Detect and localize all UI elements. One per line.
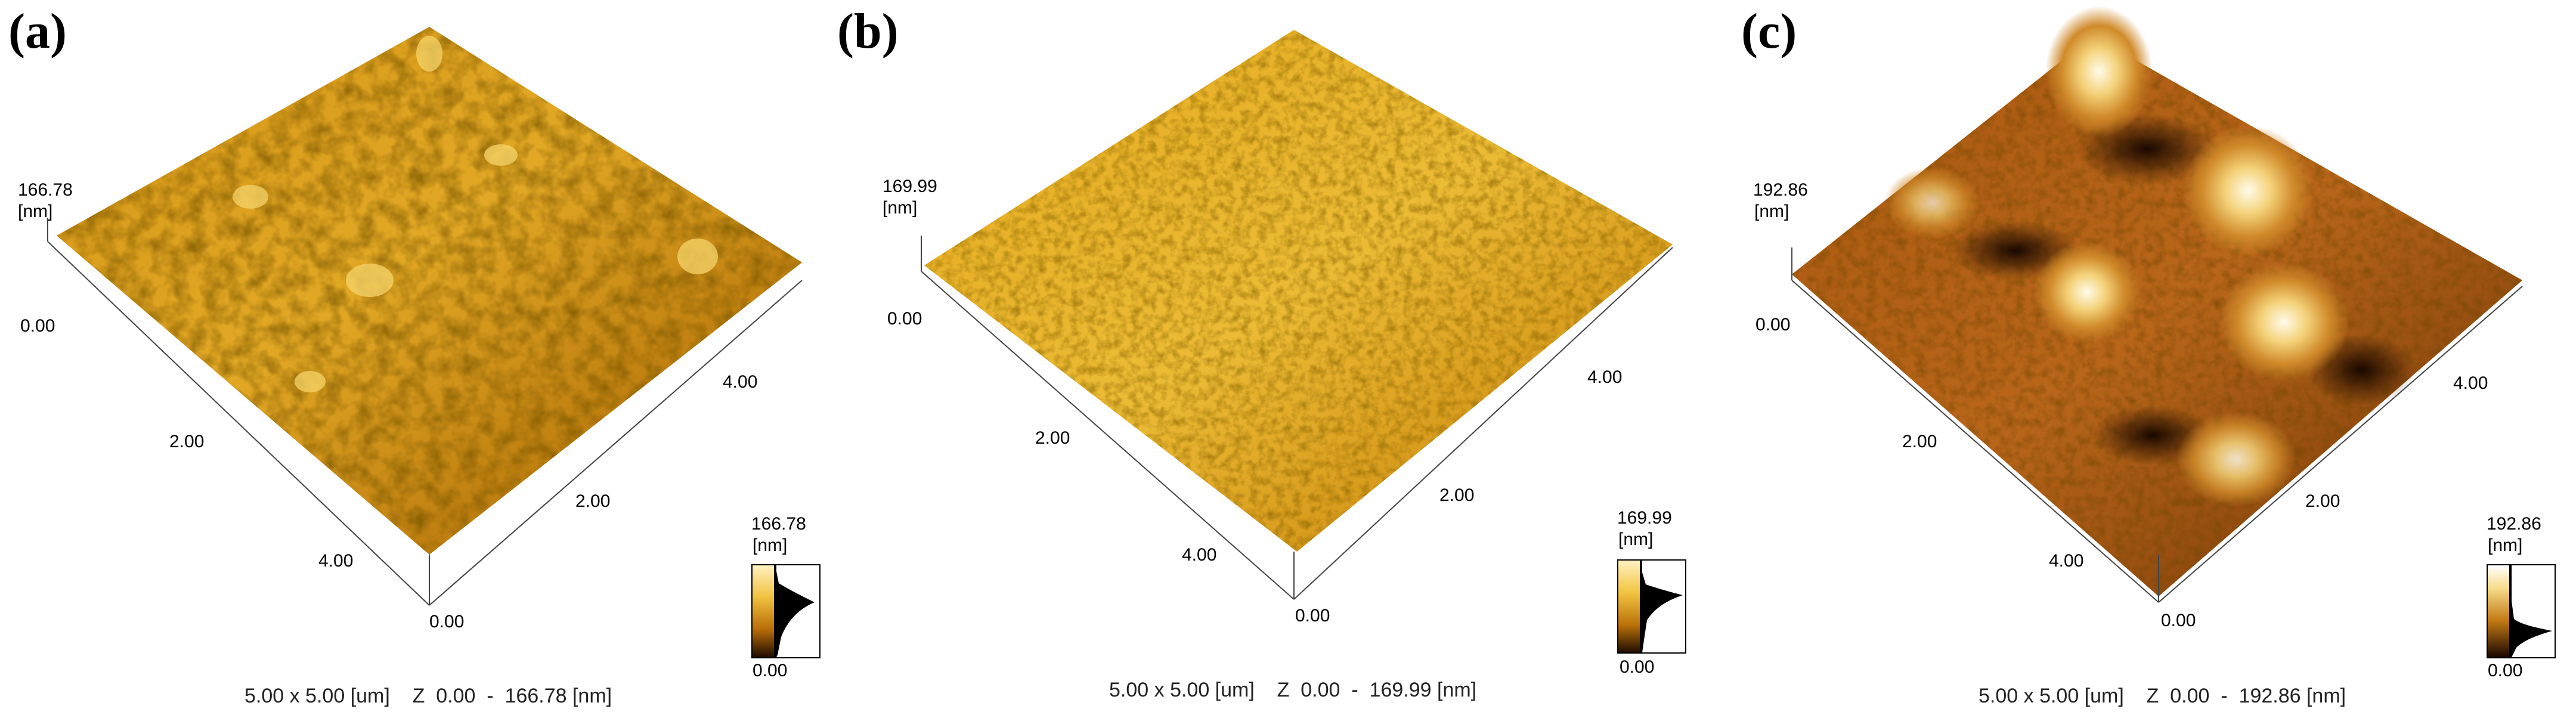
surface-peaks bbox=[1884, 6, 2349, 507]
afm-3d-surface-a bbox=[47, 27, 803, 606]
grain-peak bbox=[2218, 262, 2349, 382]
histogram-curve bbox=[1642, 572, 1683, 652]
scan-caption: 5.00 x 5.00 [um] Z 0.00 - 192.86 [nm] bbox=[1979, 685, 2346, 707]
afm-panel-c: (c) bbox=[1717, 0, 2576, 718]
afm-panel-b: (b) 169.99 [nm] 0.00 2.00 4.00 0.00 2.00… bbox=[837, 0, 1717, 718]
y-tick-2: 2.00 bbox=[1439, 485, 1475, 505]
scan-caption: 5.00 x 5.00 [um] Z 0.00 - 169.99 [nm] bbox=[1109, 679, 1477, 701]
y-tick-4: 4.00 bbox=[1587, 367, 1623, 387]
z-max-label: 192.86 bbox=[1753, 180, 1808, 200]
scale-unit-label: [nm] bbox=[753, 536, 788, 555]
surface-highlights bbox=[233, 36, 718, 392]
scale-min-label: 0.00 bbox=[2488, 661, 2523, 680]
axes-b bbox=[921, 236, 1673, 600]
z-unit-label: [nm] bbox=[1754, 202, 1789, 221]
z-zero-label: 0.00 bbox=[887, 309, 922, 329]
color-scale-bar bbox=[751, 564, 775, 658]
surface-texture bbox=[57, 27, 802, 555]
height-histogram bbox=[775, 564, 821, 658]
y-tick-2: 2.00 bbox=[2305, 491, 2340, 511]
y-tick-0: 0.00 bbox=[2161, 611, 2196, 630]
z-max-label: 169.99 bbox=[883, 177, 937, 196]
panel-label-c: (c) bbox=[1741, 4, 1797, 59]
scale-max-label: 192.86 bbox=[2487, 514, 2541, 534]
axes-a bbox=[47, 218, 803, 606]
y-tick-4: 4.00 bbox=[2453, 373, 2488, 393]
scale-unit-label: [nm] bbox=[1618, 530, 1654, 549]
scale-max-label: 166.78 bbox=[751, 514, 806, 534]
scale-max-label: 169.99 bbox=[1617, 508, 1672, 528]
z-max-label: 166.78 bbox=[18, 180, 73, 200]
afm-panel-a: (a) 166.78 [nm] 0.00 2.00 bbox=[0, 0, 859, 718]
grain-peak bbox=[2176, 411, 2296, 507]
scale-unit-label: [nm] bbox=[2488, 536, 2523, 555]
grain-peak bbox=[2033, 242, 2141, 343]
scale-min-label: 0.00 bbox=[1620, 657, 1655, 677]
color-scale-bar bbox=[1617, 559, 1641, 654]
scale-min-label: 0.00 bbox=[753, 661, 788, 680]
panel-label-a: (a) bbox=[8, 4, 67, 59]
grain-peak bbox=[2045, 6, 2153, 137]
histogram-curve bbox=[2512, 601, 2552, 657]
z-zero-label: 0.00 bbox=[1755, 315, 1791, 335]
color-scale-bar bbox=[2487, 564, 2510, 658]
grain-peak bbox=[1884, 167, 1980, 239]
surface-texture bbox=[1792, 36, 2522, 596]
scan-caption: 5.00 x 5.00 [um] Z 0.00 - 166.78 [nm] bbox=[244, 685, 612, 707]
x-tick-4: 4.00 bbox=[318, 551, 354, 571]
y-tick-0: 0.00 bbox=[429, 612, 465, 632]
z-zero-label: 0.00 bbox=[20, 316, 55, 336]
histogram-curve bbox=[776, 571, 815, 657]
x-tick-2: 2.00 bbox=[1035, 428, 1070, 448]
height-histogram bbox=[1641, 559, 1686, 654]
surface-texture bbox=[924, 30, 1673, 552]
axes-c bbox=[1791, 247, 2523, 603]
afm-3d-surface-b bbox=[921, 30, 1673, 600]
height-histogram bbox=[2510, 564, 2556, 658]
y-tick-2: 2.00 bbox=[575, 491, 611, 511]
panel-label-b: (b) bbox=[837, 4, 899, 59]
x-tick-4: 4.00 bbox=[2049, 551, 2084, 571]
grain-peak bbox=[2182, 125, 2314, 256]
x-tick-2: 2.00 bbox=[1902, 432, 1937, 451]
x-tick-2: 2.00 bbox=[169, 432, 205, 451]
y-tick-4: 4.00 bbox=[723, 372, 758, 392]
z-unit-label: [nm] bbox=[883, 198, 918, 218]
y-tick-0: 0.00 bbox=[1295, 606, 1330, 626]
x-tick-4: 4.00 bbox=[1182, 545, 1217, 565]
afm-3d-surface-c bbox=[1791, 6, 2523, 603]
z-unit-label: [nm] bbox=[18, 202, 53, 221]
